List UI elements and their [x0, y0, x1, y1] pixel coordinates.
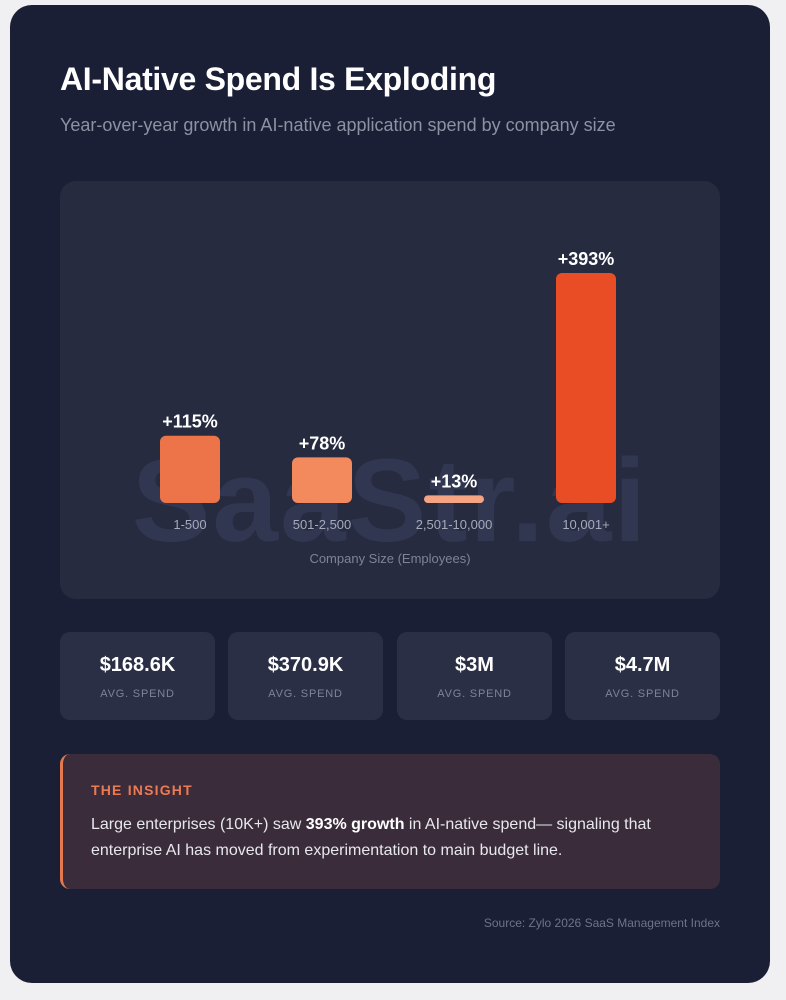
stat-card-1: $168.6K AVG. SPEND	[60, 632, 215, 720]
bar-value-label: +78%	[299, 433, 346, 453]
insight-text: Large enterprises (10K+) saw 393% growth…	[91, 812, 701, 864]
bar-value-label: +393%	[558, 249, 615, 269]
source-note: Source: Zylo 2026 SaaS Management Index	[483, 916, 720, 930]
stat-value: $168.6K	[99, 654, 176, 676]
bar-1	[160, 435, 220, 503]
bar-chart-panel: SaaStr.ai +115% 1-500 +78% 501-2,500 +13% 2,5…	[60, 181, 720, 599]
stat-card-3: $3M AVG. SPEND	[397, 632, 552, 720]
x-tick-label: 10,001+	[562, 517, 609, 532]
x-tick-label: 1-500	[173, 517, 206, 532]
page-title: AI-Native Spend Is Exploding	[60, 61, 497, 97]
x-tick-label: 501-2,500	[293, 517, 352, 532]
stat-card-4: $4.7M AVG. SPEND	[565, 632, 720, 720]
bar-2	[292, 457, 352, 503]
stat-caption: AVG. SPEND	[268, 688, 343, 700]
bar-4	[556, 273, 616, 503]
x-axis-title: Company Size (Employees)	[309, 551, 470, 566]
bars-layer: +115% 1-500 +78% 501-2,500 +13% 2,501-10,000 +…	[160, 249, 616, 532]
stat-caption: AVG. SPEND	[100, 688, 175, 700]
bar-chart: SaaStr.ai +115%1-500+78%501-2,500+13%2,5…	[132, 249, 647, 567]
stat-value: $4.7M	[614, 654, 671, 676]
bar-3	[424, 495, 484, 503]
bar-value-label: +13%	[431, 471, 478, 491]
stat-caption: AVG. SPEND	[605, 688, 680, 700]
stat-value: $370.9K	[267, 654, 344, 676]
insight-text-after: in AI-native spend— signaling that enter…	[91, 816, 651, 859]
bar-value-label: +115%	[162, 412, 218, 432]
insight-text-highlight: 393% growth	[305, 816, 405, 833]
insight-callout: THE INSIGHT Large enterprises (10K+) saw…	[60, 754, 720, 889]
insight-heading: THE INSIGHT	[91, 782, 193, 798]
stat-caption: AVG. SPEND	[437, 688, 512, 700]
stats-row: $168.6K AVG. SPEND $370.9K AVG. SPEND $3…	[60, 632, 720, 720]
stat-value: $3M	[455, 654, 494, 676]
x-tick-label: 2,501-10,000	[416, 517, 493, 532]
infographic-card: AI-Native Spend Is Exploding Year-over-y…	[10, 5, 770, 983]
insight-text-before: Large enterprises (10K+) saw	[91, 816, 306, 833]
stat-card-2: $370.9K AVG. SPEND	[228, 632, 383, 720]
page-subtitle: Year-over-year growth in AI-native appli…	[60, 115, 616, 135]
